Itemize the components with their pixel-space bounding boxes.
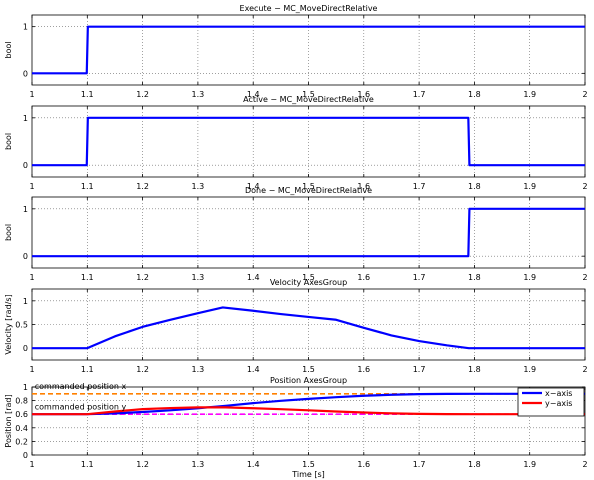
y-tick-label: 0 — [23, 451, 28, 460]
y-tick-label: 0.5 — [15, 321, 28, 330]
x-tick-label: 1 — [29, 182, 34, 191]
series-line-y-axis — [32, 406, 585, 416]
x-tick-label: 1.5 — [302, 273, 315, 282]
x-tick-label: 1.2 — [136, 182, 149, 191]
x-tick-label: 1.9 — [523, 90, 536, 99]
y-tick-label: 1 — [23, 205, 28, 214]
x-tick-label: 1.1 — [81, 90, 94, 99]
x-tick-label: 1.2 — [136, 460, 149, 469]
y-axis-label: bool — [4, 133, 13, 150]
y-tick-label: 0.8 — [15, 397, 28, 406]
x-tick-label: 1.7 — [413, 90, 426, 99]
chart-title: Done − MC_MoveDirectRelative — [245, 186, 372, 195]
x-tick-label: 1.9 — [523, 460, 536, 469]
y-tick-label: 1 — [23, 383, 28, 392]
x-tick-label: 2 — [582, 90, 587, 99]
chart-title: Velocity AxesGroup — [270, 278, 347, 287]
x-tick-label: 1.7 — [413, 460, 426, 469]
x-axis-label: Time [s] — [291, 470, 325, 479]
x-tick-label: 1.2 — [136, 273, 149, 282]
y-tick-label: 1 — [23, 23, 28, 32]
x-tick-label: 1 — [29, 90, 34, 99]
x-tick-label: 1.6 — [357, 273, 370, 282]
y-tick-label: 0 — [23, 161, 28, 170]
y-axis-label: Velocity [rad/s] — [4, 294, 13, 354]
series-line-x-axis — [32, 392, 585, 416]
x-tick-label: 1 — [29, 365, 34, 374]
legend-label: y−axis — [545, 399, 572, 408]
x-tick-label: 2 — [582, 460, 587, 469]
series-line-0 — [32, 25, 585, 75]
y-tick-label: 0.2 — [15, 437, 28, 446]
x-tick-label: 1.1 — [81, 182, 94, 191]
x-tick-label: 1.4 — [247, 460, 260, 469]
x-tick-label: 1.8 — [468, 182, 481, 191]
legend-label: x−axis — [545, 389, 572, 398]
x-tick-label: 2 — [582, 365, 587, 374]
x-tick-label: 1.8 — [468, 90, 481, 99]
x-tick-label: 1.9 — [523, 365, 536, 374]
x-tick-label: 1.9 — [523, 273, 536, 282]
x-tick-label: 1.5 — [302, 90, 315, 99]
x-tick-label: 1.2 — [136, 365, 149, 374]
y-tick-label: 0.6 — [15, 410, 28, 419]
y-tick-label: 1 — [23, 114, 28, 123]
x-tick-label: 2 — [582, 273, 587, 282]
series-line-0 — [32, 306, 585, 350]
x-tick-label: 1.9 — [523, 182, 536, 191]
y-tick-label: 0 — [23, 252, 28, 261]
x-tick-label: 1.8 — [468, 273, 481, 282]
x-tick-label: 1.6 — [357, 460, 370, 469]
x-tick-label: 2 — [582, 182, 587, 191]
x-tick-label: 1.4 — [247, 273, 260, 282]
x-tick-label: 1.3 — [192, 182, 205, 191]
x-tick-label: 1.3 — [192, 90, 205, 99]
y-tick-label: 1 — [23, 297, 28, 306]
x-tick-label: 1.4 — [247, 182, 260, 191]
y-tick-label: 0 — [23, 344, 28, 353]
chart-title: Execute − MC_MoveDirectRelative — [240, 4, 378, 13]
x-tick-label: 1.4 — [247, 90, 260, 99]
annotation: commanded position y — [35, 402, 127, 411]
chart-title: Active − MC_MoveDirectRelative — [243, 95, 374, 104]
axes-box — [31, 14, 586, 86]
x-tick-label: 1 — [29, 460, 34, 469]
x-tick-label: 1.7 — [413, 273, 426, 282]
x-tick-label: 1.7 — [413, 365, 426, 374]
x-tick-label: 1.1 — [81, 365, 94, 374]
x-tick-label: 1 — [29, 273, 34, 282]
annotation: commanded position x — [35, 382, 127, 391]
x-tick-label: 1.6 — [357, 182, 370, 191]
x-tick-label: 1.5 — [302, 460, 315, 469]
subplot-3: 1 1.1 1.2 1.3 1.4 1.5 1.6 1.7 1.8 1.9 2 0 1 Done − MC… — [4, 186, 588, 282]
x-tick-label: 1.7 — [413, 182, 426, 191]
x-tick-label: 1.4 — [247, 365, 260, 374]
x-tick-label: 1.8 — [468, 460, 481, 469]
x-tick-label: 1.5 — [302, 182, 315, 191]
x-tick-label: 1.8 — [468, 365, 481, 374]
series-line-0 — [32, 207, 585, 258]
subplot-2: 1 1.1 1.2 1.3 1.4 1.5 1.6 1.7 1.8 1.9 2 0 1 Active − … — [4, 95, 588, 191]
y-axis-label: bool — [4, 224, 13, 241]
y-tick-label: 0.4 — [15, 424, 28, 433]
y-axis-label: Position [rad] — [4, 394, 13, 447]
y-tick-label: 0 — [23, 69, 28, 78]
series-line-0 — [32, 116, 585, 167]
subplot-5: 1 1.1 1.2 1.3 1.4 1.5 1.6 1.7 1.8 1.9 2 0 0.2 0.4 0.6 0… — [4, 376, 588, 479]
subplot-4: 1 1.1 1.2 1.3 1.4 1.5 1.6 1.7 1.8 1.9 2 0 0.5 1 Veloci… — [4, 278, 588, 374]
x-tick-label: 1.6 — [357, 90, 370, 99]
x-tick-label: 1.3 — [192, 365, 205, 374]
y-axis-label: bool — [4, 41, 13, 58]
x-tick-label: 1.6 — [357, 365, 370, 374]
x-tick-label: 1.3 — [192, 460, 205, 469]
x-tick-label: 1.1 — [81, 460, 94, 469]
x-tick-label: 1.1 — [81, 273, 94, 282]
x-tick-label: 1.5 — [302, 365, 315, 374]
subplot-1: 1 1.1 1.2 1.3 1.4 1.5 1.6 1.7 1.8 1.9 2 0 1 Execute −… — [4, 4, 588, 99]
x-tick-label: 1.2 — [136, 90, 149, 99]
x-tick-label: 1.3 — [192, 273, 205, 282]
chart-title: Position AxesGroup — [270, 376, 347, 385]
